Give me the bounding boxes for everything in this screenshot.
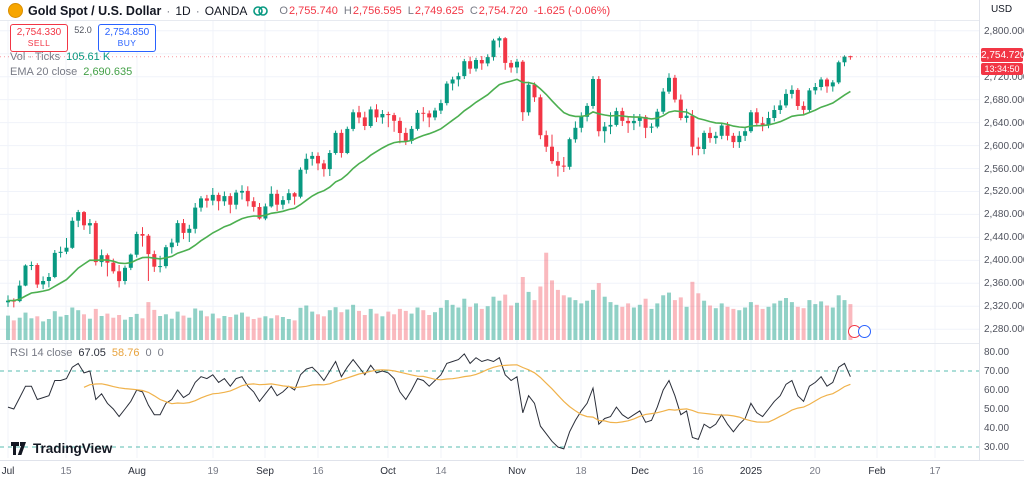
time-tick-label: 14 (435, 466, 447, 477)
time-axis[interactable]: Jul 15 Aug 19 Sep 16 Oct 14 Nov 18 Dec 16 2025 20 Feb 1… (0, 460, 1024, 483)
countdown-label: 13:34:50 (981, 63, 1023, 75)
pane-divider[interactable] (0, 343, 1024, 344)
time-tick-label: 20 (809, 466, 821, 477)
currency-label[interactable]: USD (990, 4, 1013, 15)
price-tick-label: 2,800.000 (984, 26, 1024, 37)
ema-line (8, 78, 851, 302)
rsi-value: 67.05 (78, 347, 106, 359)
time-tick-label: Jul (1, 466, 15, 477)
price-tick-label: 2,560.000 (984, 164, 1024, 175)
trade-bubbles[interactable] (848, 325, 871, 338)
rsi-tick-label: 60.00 (984, 385, 1010, 396)
spread-value: 52.0 (68, 24, 98, 52)
time-tick-label: 2025 (739, 466, 763, 477)
rsi-tick-label: 50.00 (984, 404, 1010, 415)
price-tick-label: 2,400.000 (984, 255, 1024, 266)
market-status-icon (252, 5, 270, 17)
high-value: 2,756.595 (352, 4, 402, 17)
time-tick-label: 19 (207, 466, 219, 477)
time-tick-label: 16 (692, 466, 704, 477)
price-tick-label: 2,680.000 (984, 95, 1024, 106)
price-axis[interactable]: USD 2,754.720 13:34:50 2,800.0002,760.00… (979, 0, 1024, 460)
symbol-logo-icon (8, 3, 23, 18)
price-tick-label: 2,600.000 (984, 141, 1024, 152)
ohlc-values: O 2,755.740 H 2,756.595 L 2,749.625 C 2,754.… (279, 4, 611, 17)
time-tick-label: Oct (380, 466, 396, 477)
time-tick-label: 18 (575, 466, 587, 477)
volume-legend-value: 105.61 K (66, 51, 111, 63)
price-tick-label: 2,480.000 (984, 209, 1024, 220)
symbol-title[interactable]: Gold Spot / U.S. Dollar (28, 3, 162, 18)
price-tick-label: 2,360.000 (984, 278, 1024, 289)
separator-dot: · (195, 3, 200, 18)
rsi-band2-value: 0 (157, 347, 164, 359)
rsi-ma-value: 58.76 (111, 347, 140, 359)
volume-legend[interactable]: Vol · Ticks 105.61 K (10, 51, 110, 63)
time-tick-label: 16 (312, 466, 324, 477)
price-tick-label: 2,640.000 (984, 118, 1024, 129)
close-value: 2,754.720 (478, 4, 528, 17)
time-tick-label: Aug (128, 466, 146, 477)
sell-label: SELL (27, 37, 51, 48)
main-chart[interactable] (0, 0, 979, 460)
ema-legend[interactable]: EMA 20 close 2,690.635 (10, 66, 132, 78)
rsi-band1-value: 0 (145, 347, 152, 359)
buy-label: BUY (117, 37, 137, 48)
buy-button[interactable]: 2,754.850 BUY (98, 24, 156, 52)
sell-button[interactable]: 2,754.330 SELL (10, 24, 68, 52)
time-tick-label: 17 (929, 466, 941, 477)
tradingview-logo[interactable]: TradingView (10, 441, 112, 456)
buy-bubble-icon[interactable] (858, 325, 871, 338)
ema-legend-value: 2,690.635 (83, 66, 133, 78)
time-tick-label: Dec (631, 466, 649, 477)
grid-layer (0, 20, 979, 458)
volume-layer (6, 252, 853, 340)
last-price-badge: 2,754.720 13:34:50 (981, 48, 1024, 75)
exchange-label: OANDA (204, 3, 248, 18)
last-price-label: 2,754.720 (981, 48, 1024, 62)
timeframe-label[interactable]: 1D (175, 3, 191, 18)
candles-layer (6, 36, 853, 308)
time-tick-label: Feb (868, 466, 886, 477)
open-value: 2,755.740 (288, 4, 338, 17)
rsi-tick-label: 80.00 (984, 347, 1010, 358)
change-value: -1.625 (-0.06%) (533, 4, 611, 17)
tradingview-logo-text: TradingView (33, 441, 113, 456)
price-tick-label: 2,720.000 (984, 72, 1024, 83)
symbol-legend[interactable]: Gold Spot / U.S. Dollar · 1D · OANDA O 2,… (8, 3, 610, 18)
axis-border (979, 0, 980, 460)
price-tick-label: 2,280.000 (984, 324, 1024, 335)
header-divider (0, 20, 1024, 21)
buy-price: 2,754.850 (104, 27, 150, 39)
rsi-tick-label: 30.00 (984, 442, 1010, 453)
time-tick-label: Sep (256, 466, 274, 477)
rsi-line (7, 353, 851, 450)
price-tick-label: 2,440.000 (984, 232, 1024, 243)
rsi-tick-label: 40.00 (984, 423, 1010, 434)
rsi-legend-name: RSI 14 close (10, 347, 73, 359)
trade-panel: 2,754.330 SELL 52.0 2,754.850 BUY (10, 24, 156, 52)
rsi-tick-label: 70.00 (984, 366, 1010, 377)
price-tick-label: 2,520.000 (984, 186, 1024, 197)
ema-legend-name: EMA 20 close (10, 66, 78, 78)
low-value: 2,749.625 (414, 4, 464, 17)
tradingview-logo-icon (11, 442, 26, 455)
rsi-ma-line (83, 364, 851, 424)
time-tick-label: 15 (60, 466, 72, 477)
sell-price: 2,754.330 (16, 27, 62, 39)
separator-dot: · (166, 3, 171, 18)
volume-legend-name: Vol · Ticks (10, 51, 61, 63)
price-tick-label: 2,320.000 (984, 301, 1024, 312)
rsi-legend[interactable]: RSI 14 close 67.05 58.76 0 0 (10, 347, 164, 359)
time-tick-label: Nov (508, 466, 526, 477)
